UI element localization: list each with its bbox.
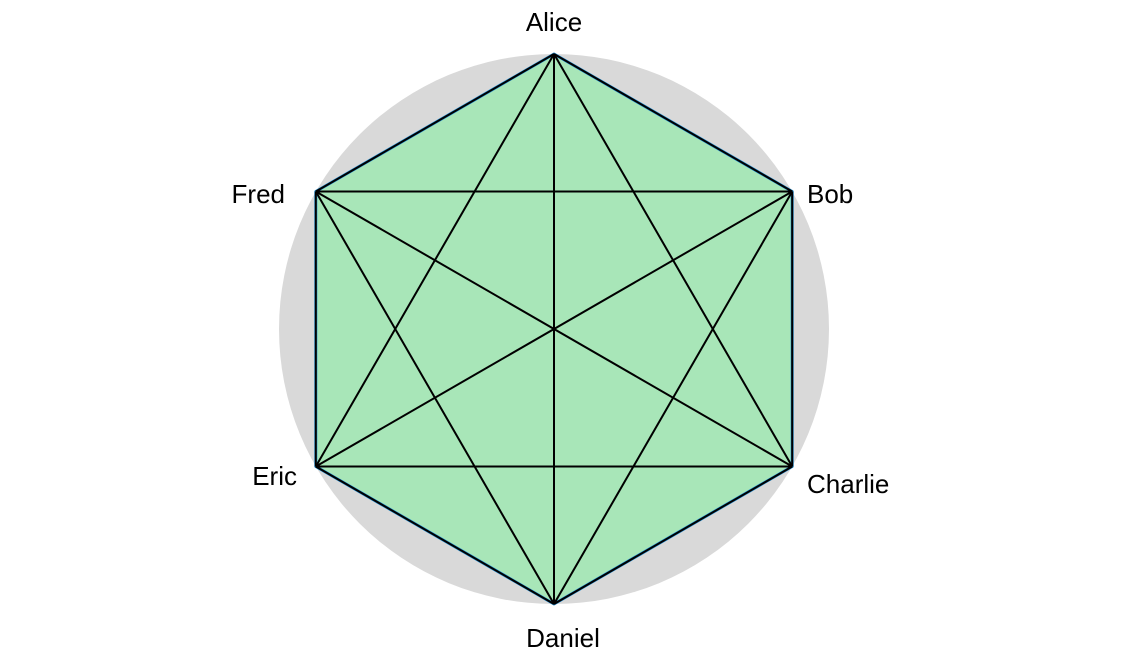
edge-alice-bob: [553, 53, 793, 193]
node-label-eric: Eric: [252, 461, 297, 491]
label-group: Alice Bob Charlie Daniel Eric Fred: [232, 7, 890, 653]
edge-daniel-eric: [315, 465, 555, 605]
edge-charlie-daniel: [553, 465, 793, 605]
node-label-alice: Alice: [526, 7, 582, 37]
edge-group: [314, 53, 794, 605]
node-label-daniel: Daniel: [526, 623, 600, 653]
edge-daniel-fred: [314, 190, 555, 605]
edge-charlie-fred: [315, 190, 793, 468]
node-label-bob: Bob: [807, 179, 853, 209]
edge-alice-fred: [315, 53, 555, 193]
node-label-charlie: Charlie: [807, 469, 889, 499]
node-label-fred: Fred: [232, 179, 285, 209]
